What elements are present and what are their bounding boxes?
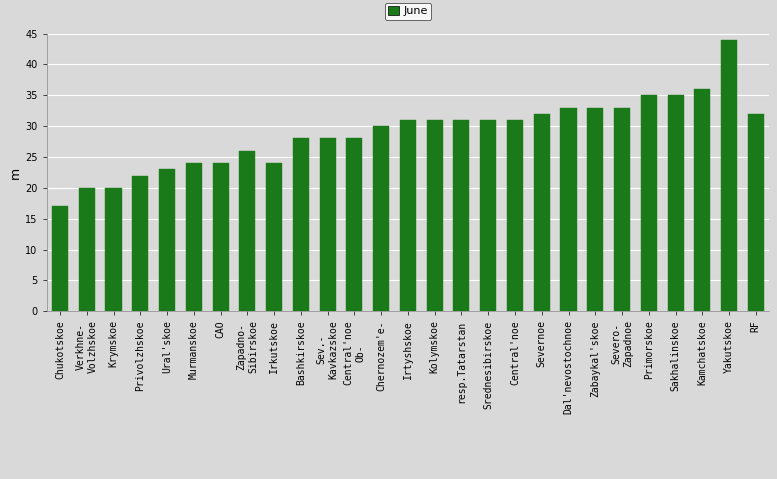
Bar [293, 138, 309, 311]
Bar [667, 95, 684, 311]
Bar [454, 120, 469, 311]
Bar [560, 108, 577, 311]
Bar [347, 138, 362, 311]
Bar [534, 114, 550, 311]
Bar [239, 151, 256, 311]
Bar [427, 120, 443, 311]
Bar [480, 120, 497, 311]
Bar [721, 40, 737, 311]
Legend: June: June [385, 3, 431, 20]
Bar [587, 108, 603, 311]
Bar [132, 175, 148, 311]
Bar [695, 89, 710, 311]
Bar [78, 188, 95, 311]
Bar [319, 138, 336, 311]
Bar [507, 120, 523, 311]
Bar [159, 170, 175, 311]
Bar [52, 206, 68, 311]
Bar [641, 95, 657, 311]
Bar [400, 120, 416, 311]
Bar [373, 126, 389, 311]
Bar [266, 163, 282, 311]
Y-axis label: m: m [9, 166, 23, 179]
Bar [106, 188, 121, 311]
Bar [747, 114, 764, 311]
Bar [186, 163, 202, 311]
Bar [213, 163, 228, 311]
Bar [614, 108, 630, 311]
